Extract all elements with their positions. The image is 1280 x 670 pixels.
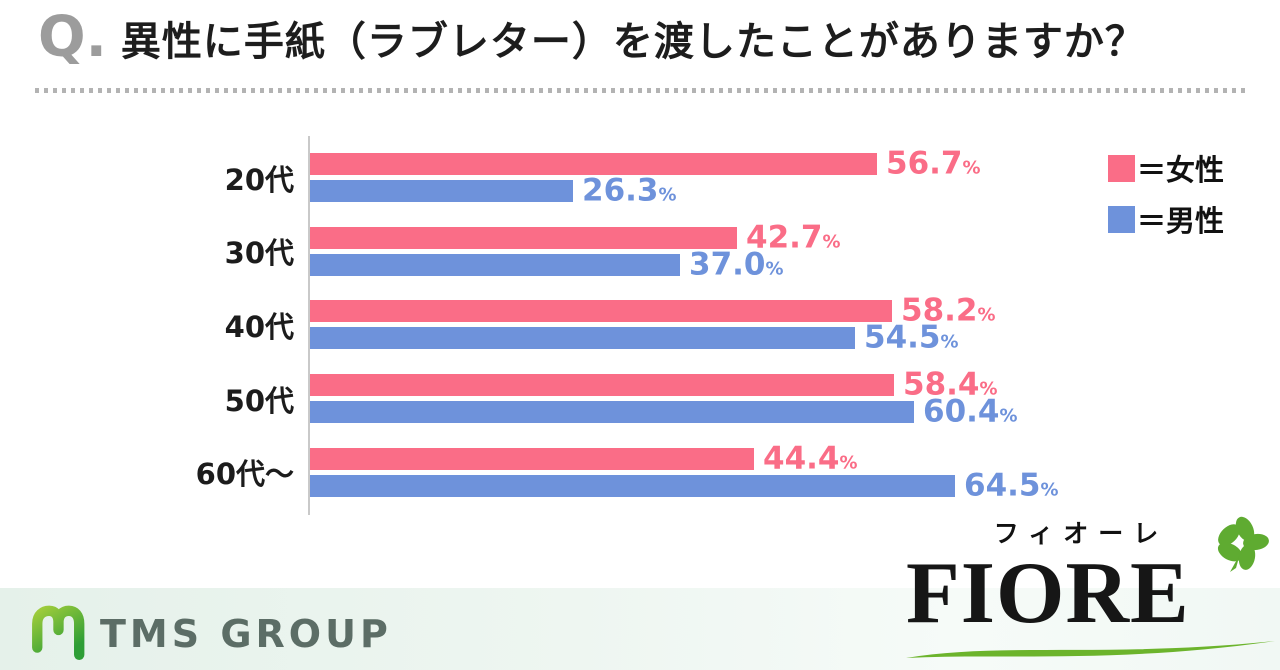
value-label: 44.4% bbox=[763, 440, 858, 477]
value-label: 26.3% bbox=[582, 172, 677, 209]
bar-group: 40代 58.2% 54.5% bbox=[225, 295, 996, 353]
bar-女性: 56.7% bbox=[310, 148, 981, 179]
bar-男性: 26.3% bbox=[310, 175, 677, 206]
value-label: 56.7% bbox=[886, 145, 981, 182]
bar-女性: 58.4% bbox=[310, 369, 998, 400]
bar-男性: 54.5% bbox=[310, 322, 959, 353]
value-label: 60.4% bbox=[923, 393, 1018, 430]
footer-band bbox=[0, 588, 1280, 670]
fiore-wordmark: FIORE bbox=[906, 545, 1190, 642]
bar-女性: 58.2% bbox=[310, 295, 996, 326]
fiore-kana-label: フィオーレ bbox=[993, 519, 1169, 548]
value-label: 58.4% bbox=[903, 366, 998, 403]
value-label: 64.5% bbox=[964, 467, 1059, 504]
bar-女性: 42.7% bbox=[310, 222, 841, 253]
fiore-flower-icon bbox=[1212, 516, 1270, 580]
legend-swatch-icon bbox=[1108, 205, 1135, 233]
tms-group-label: TMS GROUP bbox=[100, 612, 392, 656]
category-label: 20代 bbox=[224, 162, 294, 197]
value-label: 54.5% bbox=[864, 319, 959, 356]
bar-group: 20代 56.7% 26.3% bbox=[225, 148, 981, 206]
fiore-logo: フィオーレ FIORE bbox=[906, 514, 1275, 658]
question-prefix: Q. bbox=[38, 5, 107, 70]
bar-chart: 20代 56.7% 26.3% 30代 42.7% 37.0% 40代 58.2% 54.5% 5… bbox=[196, 148, 1059, 503]
y-axis-line bbox=[308, 136, 310, 515]
chart-legend: ＝女性 ＝男性 bbox=[1108, 147, 1224, 249]
bar-男性: 37.0% bbox=[310, 249, 784, 280]
value-label: 42.7% bbox=[746, 219, 841, 256]
fiore-underline-swoosh bbox=[906, 638, 1276, 666]
bar-男性: 60.4% bbox=[310, 396, 1018, 427]
legend-row: ＝男性 bbox=[1108, 198, 1224, 240]
header: Q. 異性に手紙（ラブレター）を渡したことがありますか？ bbox=[38, 10, 1146, 68]
bar-男性: 64.5% bbox=[310, 470, 1059, 501]
legend-label: ＝男性 bbox=[1137, 204, 1225, 238]
legend-swatch-icon bbox=[1108, 154, 1135, 182]
category-label: 30代 bbox=[224, 236, 294, 271]
category-label: 40代 bbox=[224, 309, 294, 344]
tms-group-logo: TMS GROUP bbox=[30, 604, 392, 664]
bar-group: 60代～ 44.4% 64.5% bbox=[196, 443, 1059, 501]
category-label: 60代～ bbox=[195, 457, 294, 492]
bar-group: 30代 42.7% 37.0% bbox=[225, 222, 841, 280]
category-label: 50代 bbox=[224, 383, 294, 418]
legend-row: ＝女性 bbox=[1108, 147, 1224, 189]
bar-女性: 44.4% bbox=[310, 443, 858, 474]
dotted-divider bbox=[35, 88, 1245, 93]
value-label: 37.0% bbox=[689, 246, 784, 283]
tms-m-icon bbox=[30, 604, 88, 664]
legend-label: ＝女性 bbox=[1137, 153, 1225, 187]
value-label: 58.2% bbox=[901, 292, 996, 329]
bar-group: 50代 58.4% 60.4% bbox=[225, 369, 1018, 427]
page-title: 異性に手紙（ラブレター）を渡したことがありますか？ bbox=[120, 19, 1146, 65]
